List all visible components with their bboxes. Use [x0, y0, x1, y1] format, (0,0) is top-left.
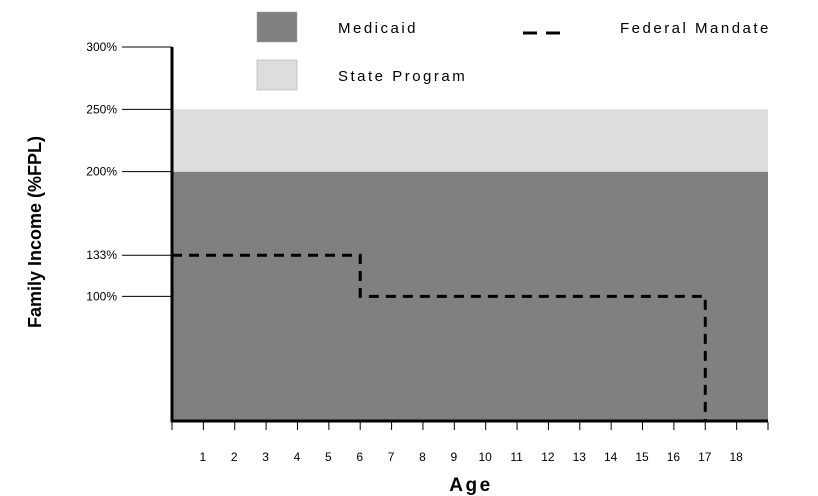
y-tick-label: 133% — [86, 248, 117, 262]
y-tick-label: 300% — [86, 40, 117, 54]
legend-label-federal-mandate: Federal Mandate — [620, 20, 771, 37]
x-tick-label: 15 — [635, 450, 649, 464]
y-tick-label: 200% — [86, 165, 117, 179]
x-tick-label: 13 — [573, 450, 587, 464]
series-line-federal-mandate — [172, 253, 707, 421]
band-medicaid — [172, 171, 768, 421]
x-tick-label: 3 — [262, 450, 269, 464]
x-tick-label: 4 — [294, 450, 301, 464]
legend-label-medicaid: Medicaid — [338, 20, 418, 37]
x-tick-label: 10 — [479, 450, 493, 464]
band-state-program — [172, 109, 768, 172]
x-tick-label: 8 — [419, 450, 426, 464]
bands-layer — [172, 109, 768, 421]
lines-layer — [172, 253, 707, 421]
x-tick-label: 2 — [231, 450, 238, 464]
x-tick-label: 6 — [356, 450, 363, 464]
ticks-layer: 1 2 3 4 5 6 7 8 9 10 11 12 13 14 15 16 17 18300%250%200%1… — [86, 40, 769, 464]
x-tick-label: 11 — [510, 450, 523, 464]
x-tick-label: 17 — [698, 450, 712, 464]
x-axis-title: Age — [449, 475, 492, 496]
legend-swatch-state-program — [256, 59, 298, 91]
legend-swatch-medicaid — [256, 11, 298, 43]
y-tick-label: 100% — [86, 289, 117, 303]
x-tick-label: 9 — [450, 450, 457, 464]
y-axis-title: Family Income (%FPL) — [25, 136, 45, 328]
x-tick-label: 16 — [667, 450, 681, 464]
x-tick-label: 12 — [541, 450, 555, 464]
x-tick-label: 5 — [325, 450, 332, 464]
legend-label-state-program: State Program — [338, 68, 467, 85]
legend: Medicaid State Program Federal Mandate — [256, 11, 771, 91]
x-tick-label: 7 — [388, 450, 395, 464]
y-tick-label: 250% — [86, 102, 117, 116]
x-tick-label: 18 — [729, 450, 743, 464]
x-tick-label: 1 — [200, 450, 207, 464]
x-tick-label: 14 — [604, 450, 618, 464]
